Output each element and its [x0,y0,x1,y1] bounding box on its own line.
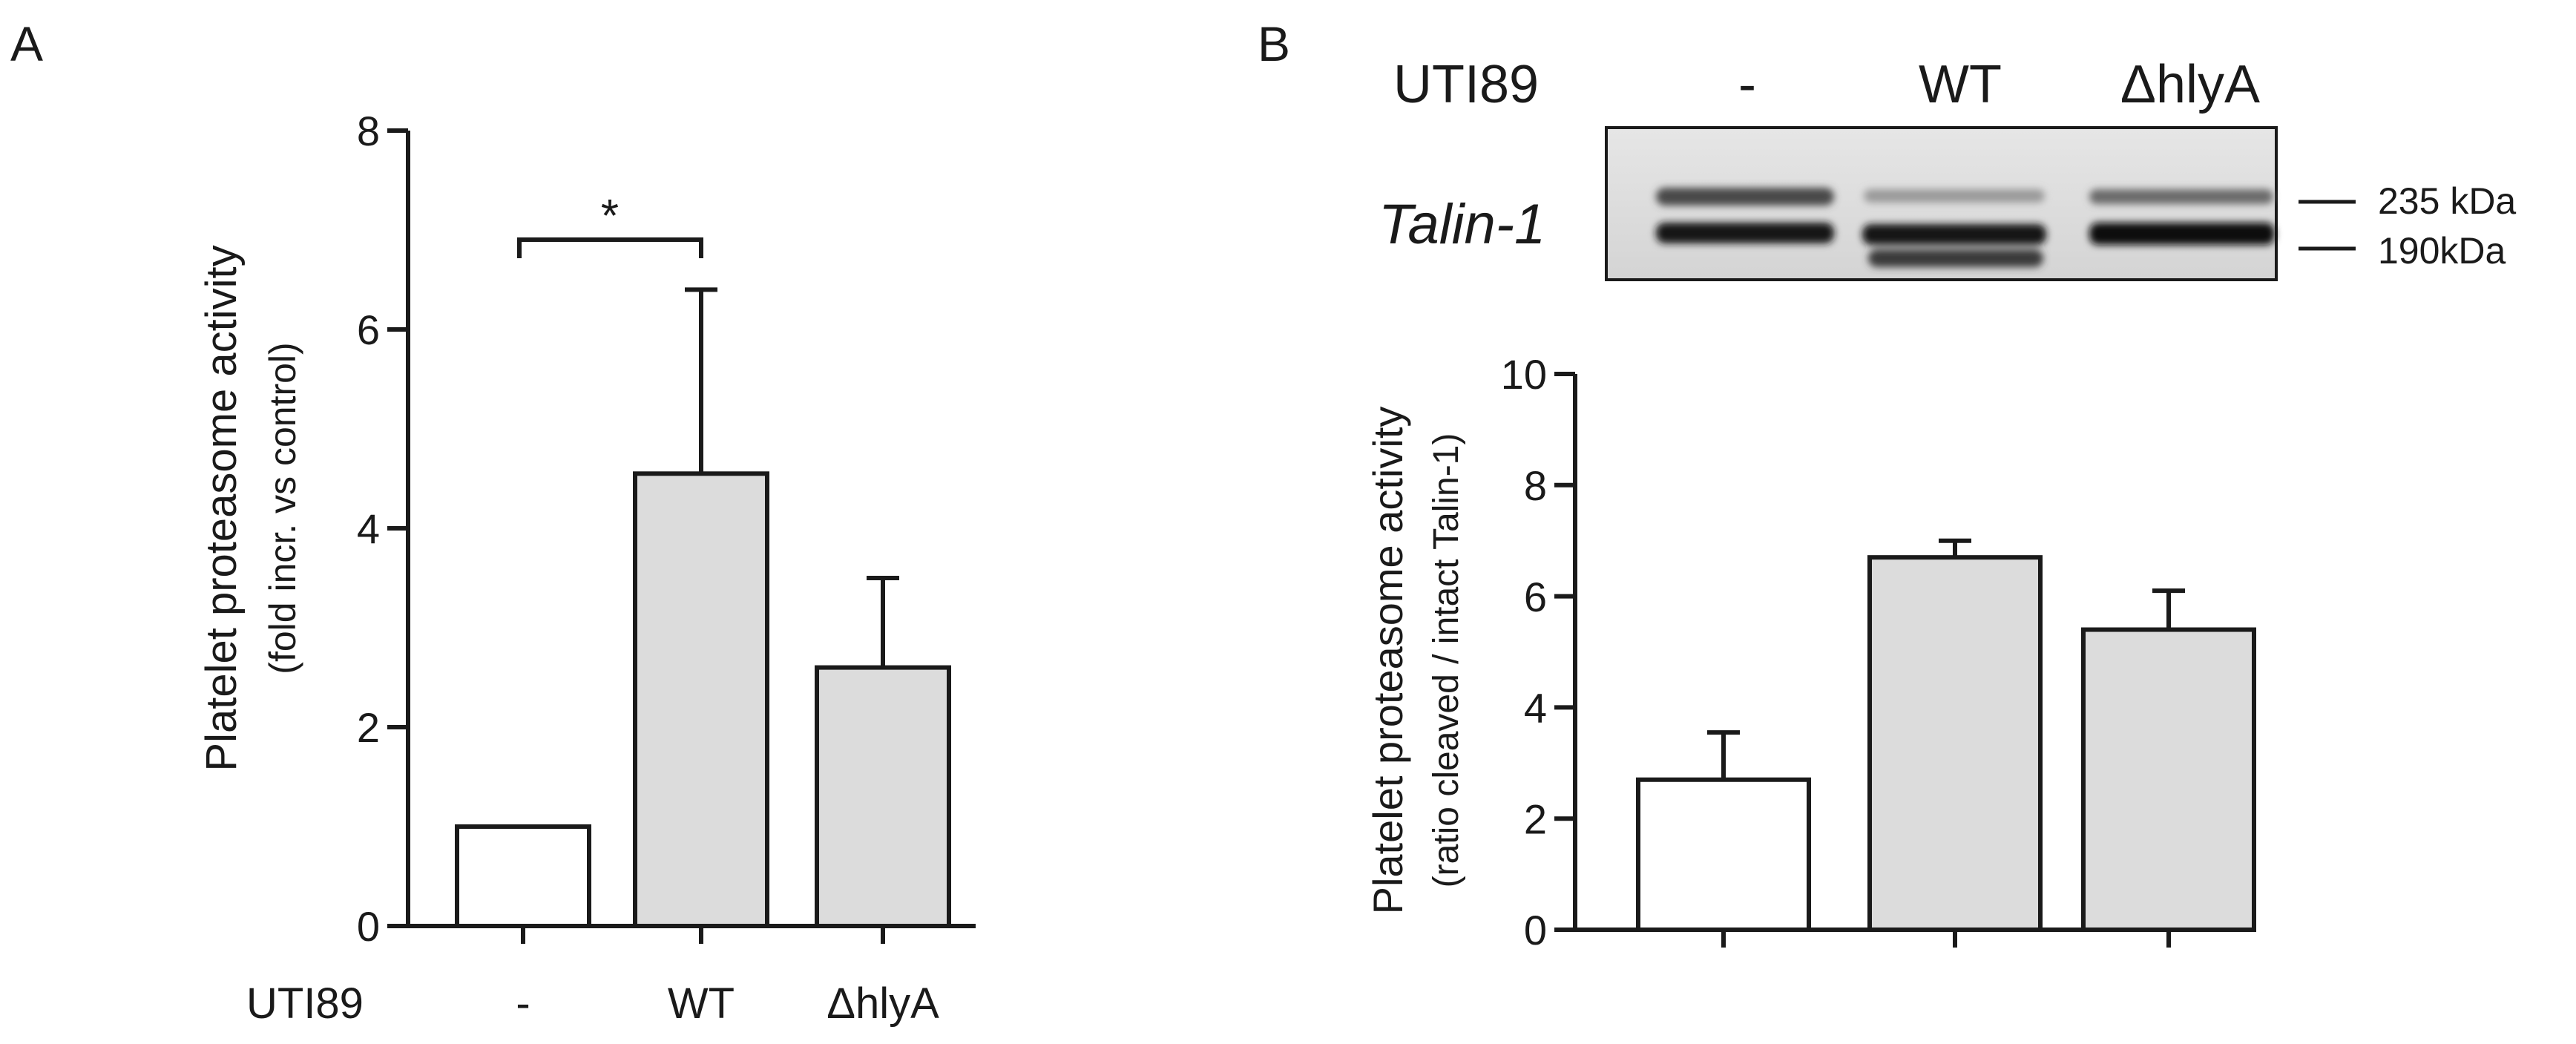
blot-bands [1656,188,2275,267]
panel-b-bars [1636,555,2256,933]
panel-b-ylabel-line2: (ratio cleaved / intact Talin-1) [1427,433,1466,888]
significance-bracket-line [517,237,703,258]
panel-b-error-bars [1707,538,2185,780]
panel-a-y-tick-label: 0 [357,903,380,950]
western-blot [1605,126,2278,281]
blot-protein-label: Talin-1 [1379,193,1545,256]
panel-a-error-bars [685,287,899,668]
band-control-lower [1656,223,1834,243]
blot-lane-label-dhlya: ΔhlyA [2120,55,2260,114]
panel-a-ylabel: Platelet proteasome activity (fold incr.… [197,245,303,771]
panel-b-y-tick-label: 10 [1501,351,1547,398]
panel-b-y-tick-label: 2 [1524,795,1547,842]
panel-b-y-ticks: 0 2 4 6 8 10 [1501,351,1575,953]
band-control-upper [1656,188,1834,206]
panel-b-bar-wt [1867,555,2043,932]
band-dhlya-lower [2089,223,2275,245]
panel-b-y-tick-label: 0 [1524,907,1547,953]
panel-a-y-tick-label: 6 [357,306,380,353]
band-dhlya-upper [2089,189,2273,204]
panel-b-y-tick-label: 6 [1524,574,1547,620]
panel-a-y-ticks: 0 2 4 6 8 [357,108,408,950]
panel-b: B UTI89 - WT ΔhlyA Talin-1 235 kDa 190kD… [1258,16,2516,953]
panel-b-ylabel: Platelet proteasome activity (ratio clea… [1364,407,1466,915]
panel-a-bars [455,471,951,928]
panel-b-bar-control [1636,777,1811,933]
panel-a-x-ticks [521,926,885,944]
band-wt-upper [1864,189,2045,203]
panel-a-y-tick-label: 4 [357,505,380,552]
blot-lane-label-control: - [1738,55,1756,114]
blot-group-title: UTI89 [1393,55,1539,114]
panel-a-category-label-dhlya: ΔhlyA [827,979,939,1028]
panel-b-label: B [1258,16,1290,71]
panel-a-category-labels: - WT ΔhlyA [516,979,939,1028]
marker-190-label: 190kDa [2378,230,2506,272]
panel-a-label: A [10,16,43,71]
panel-a-y-tick-label: 2 [357,704,380,751]
panel-a-ylabel-line1: Platelet proteasome activity [197,245,246,771]
panel-a-bar-control [455,824,591,928]
panel-a-bar-dhlya [815,665,951,928]
panel-b-y-tick-label: 8 [1524,462,1547,509]
panel-b-bar-dhlya [2081,627,2256,932]
panel-a-ylabel-line2: (fold incr. vs control) [262,342,303,674]
marker-235-label: 235 kDa [2378,180,2516,222]
panel-a-category-label-control: - [516,979,530,1028]
panel-a-group-title: UTI89 [246,979,364,1028]
panel-b-x-ticks [1721,930,2171,948]
panel-b-y-tick-label: 4 [1524,685,1547,732]
panel-a-category-label-wt: WT [668,979,735,1028]
panel-b-ylabel-line1: Platelet proteasome activity [1364,407,1411,915]
panel-a: A Platelet proteasome activity (fold inc… [10,16,976,1028]
band-wt-lower [1862,224,2046,245]
panel-a-bar-wt [633,471,769,928]
significance-star: * [601,191,619,242]
significance-bracket: * [517,191,703,258]
panel-a-y-tick-label: 8 [357,108,380,154]
blot-lane-label-wt: WT [1919,55,2002,114]
band-wt-cleaved [1868,249,2043,267]
